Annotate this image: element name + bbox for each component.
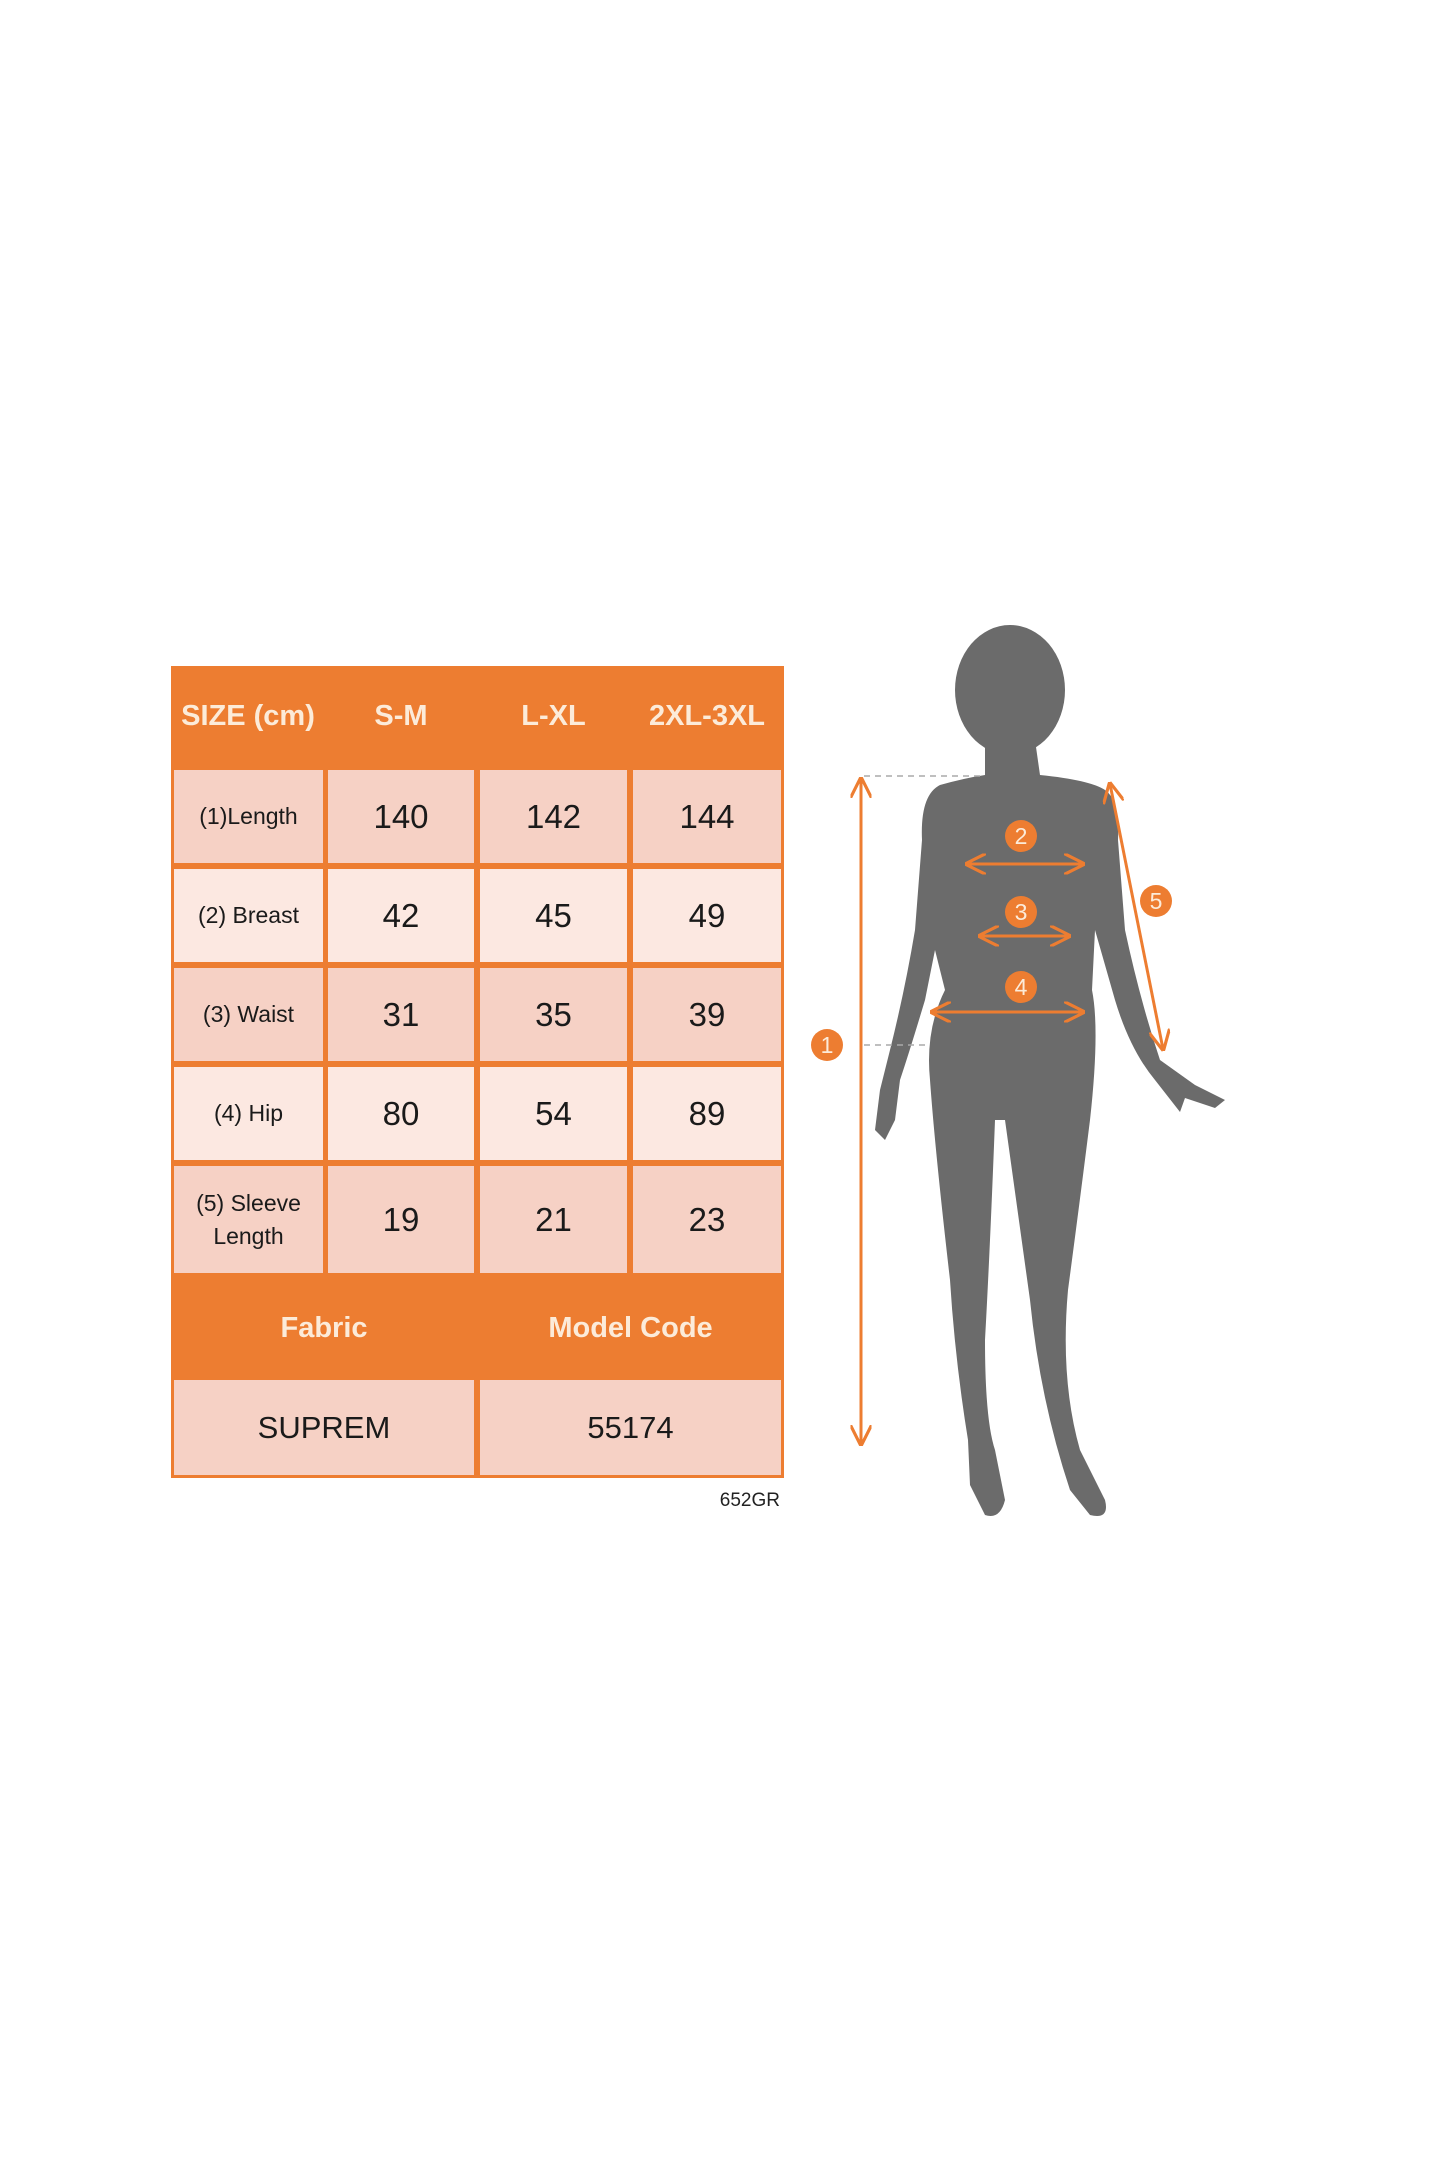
svg-text:4: 4 [1015,974,1028,1000]
svg-text:5: 5 [1150,888,1163,914]
size-header: SIZE (cm) [181,700,315,733]
measurement-value: 35 [480,968,627,1061]
svg-text:3: 3 [1015,899,1028,925]
measurement-label: (4) Hip [174,1067,323,1160]
sleeve-arrow [1110,784,1163,1049]
svg-text:2: 2 [1015,823,1028,849]
measurement-value: 39 [633,968,781,1061]
measurement-label: (2) Breast [174,869,323,962]
measurement-value: 42 [328,869,474,962]
measurement-marker-4: 4 [1005,971,1037,1003]
fabric-value: SUPREM [174,1380,474,1475]
measurement-value: 45 [480,869,627,962]
measurement-label: (5) Sleeve Length [174,1166,323,1273]
size-column-header: L-XL [521,700,586,733]
measurement-value: 21 [480,1166,627,1273]
measurement-value: 89 [633,1067,781,1160]
measurement-value: 144 [633,770,781,863]
silhouette-body [875,625,1225,1516]
measurement-value: 54 [480,1067,627,1160]
measurement-value: 31 [328,968,474,1061]
measurement-value: 19 [328,1166,474,1273]
measurement-value: 142 [480,770,627,863]
measurement-value: 140 [328,770,474,863]
size-chart-table: SIZE (cm) S-M L-XL 2XL-3XL (1)Length 140 1… [171,666,784,1478]
product-code: 652GR [719,1490,780,1511]
measurement-label: (1)Length [174,770,323,863]
fabric-header: Fabric [280,1311,368,1344]
svg-text:1: 1 [821,1032,834,1058]
measurement-marker-3: 3 [1005,896,1037,928]
measurement-value: 49 [633,869,781,962]
measurement-marker-1: 1 [811,1029,843,1061]
measurement-value: 23 [633,1166,781,1273]
size-column-header: S-M [374,700,428,733]
size-column-header: 2XL-3XL [648,700,766,733]
measurement-value: 80 [328,1067,474,1160]
model-code-header: Model Code [548,1311,713,1344]
measurement-label: (3) Waist [174,968,323,1061]
model-code-value: 55174 [480,1380,781,1475]
measurement-marker-5: 5 [1140,885,1172,917]
measurement-marker-2: 2 [1005,820,1037,852]
